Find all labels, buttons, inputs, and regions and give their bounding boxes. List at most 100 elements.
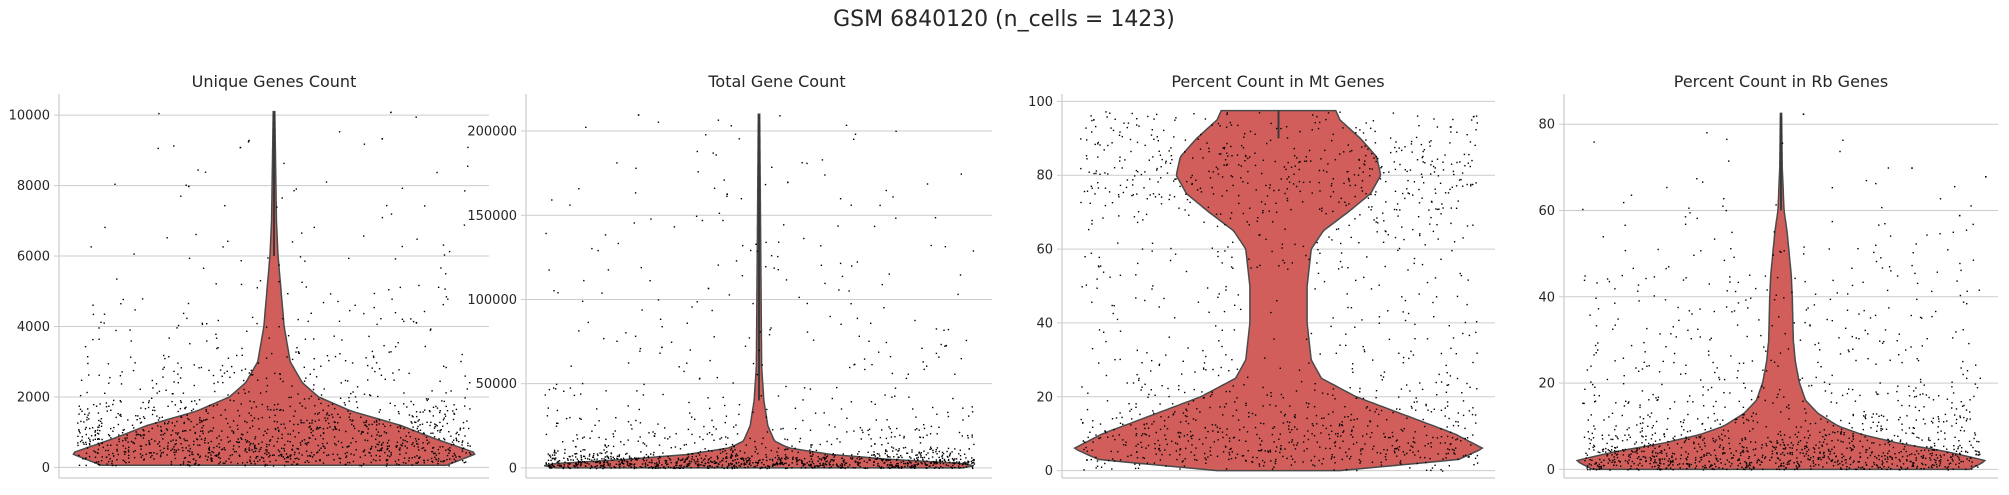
data-point: [1613, 458, 1616, 461]
data-point: [1288, 441, 1290, 444]
data-point: [915, 461, 917, 463]
data-point: [1601, 449, 1604, 451]
data-point: [1597, 451, 1599, 453]
data-point: [1673, 439, 1675, 441]
data-point: [748, 337, 751, 339]
data-point: [250, 442, 252, 445]
data-point: [229, 440, 231, 442]
data-point: [1258, 465, 1261, 467]
data-point: [1098, 362, 1100, 364]
data-point: [233, 372, 235, 374]
data-point: [757, 462, 759, 465]
data-point: [884, 452, 886, 455]
data-point: [664, 467, 666, 470]
data-point: [1855, 359, 1857, 362]
data-point: [124, 447, 127, 450]
data-point: [1468, 456, 1470, 458]
data-point: [1158, 447, 1160, 450]
data-point: [1331, 456, 1333, 458]
data-point: [1380, 167, 1382, 169]
data-point: [1151, 129, 1153, 131]
data-point: [1464, 165, 1466, 167]
data-point: [1179, 185, 1181, 188]
data-point: [466, 420, 468, 422]
data-point: [1256, 433, 1258, 436]
data-point: [204, 419, 207, 421]
data-point: [656, 463, 658, 466]
data-point: [900, 466, 903, 468]
data-point: [821, 464, 824, 466]
data-point: [410, 318, 412, 320]
data-point: [1151, 242, 1154, 244]
data-point: [182, 449, 184, 452]
data-point: [1286, 421, 1289, 423]
data-point: [1269, 184, 1271, 186]
data-point: [1299, 160, 1301, 163]
data-point: [314, 405, 316, 407]
data-point: [708, 462, 710, 464]
data-point: [728, 463, 730, 465]
data-point: [859, 427, 862, 429]
data-point: [1135, 445, 1137, 447]
data-point: [939, 460, 941, 462]
data-point: [384, 378, 386, 380]
data-point: [845, 124, 848, 126]
data-point: [433, 452, 435, 455]
data-point: [603, 458, 605, 460]
data-point: [425, 436, 428, 438]
data-point: [679, 448, 682, 450]
data-point: [890, 461, 892, 464]
data-point: [1444, 415, 1446, 417]
data-point: [277, 449, 280, 451]
data-point: [251, 449, 253, 451]
data-point: [879, 204, 881, 207]
data-point: [866, 461, 868, 464]
data-point: [1216, 426, 1218, 428]
data-point: [1270, 122, 1272, 125]
data-point: [253, 417, 256, 419]
data-point: [830, 443, 833, 446]
data-point: [1274, 462, 1277, 465]
data-point: [257, 460, 259, 463]
data-point: [577, 463, 579, 465]
data-point: [1398, 396, 1400, 398]
data-point: [1306, 448, 1308, 450]
data-point: [1327, 112, 1330, 114]
data-point: [122, 440, 124, 442]
data-point: [1314, 389, 1316, 391]
data-point: [1606, 378, 1609, 381]
data-point: [185, 430, 187, 432]
data-point: [834, 426, 836, 428]
data-point: [214, 390, 216, 393]
data-point: [1202, 443, 1204, 445]
data-point: [868, 459, 870, 461]
data-point: [967, 434, 969, 437]
data-point: [1226, 163, 1229, 166]
data-point: [285, 453, 288, 455]
data-point: [679, 465, 681, 467]
data-point: [1144, 427, 1146, 430]
data-point: [711, 466, 713, 468]
data-point: [839, 198, 842, 200]
data-point: [1440, 352, 1443, 355]
data-point: [725, 456, 728, 458]
data-point: [896, 462, 898, 465]
data-point: [786, 438, 789, 441]
data-point: [1392, 112, 1395, 114]
data-point: [153, 452, 155, 454]
data-point: [271, 436, 274, 438]
data-point: [602, 464, 604, 467]
data-point: [439, 431, 441, 433]
data-point: [135, 415, 137, 417]
data-point: [889, 459, 892, 461]
data-point: [743, 463, 745, 465]
data-point: [818, 458, 821, 460]
data-point: [1404, 197, 1406, 200]
data-point: [227, 240, 229, 242]
data-point: [219, 461, 221, 463]
data-point: [176, 327, 178, 329]
data-point: [739, 450, 741, 452]
data-point: [1702, 394, 1704, 396]
data-point: [1375, 156, 1377, 158]
data-point: [1273, 338, 1275, 340]
